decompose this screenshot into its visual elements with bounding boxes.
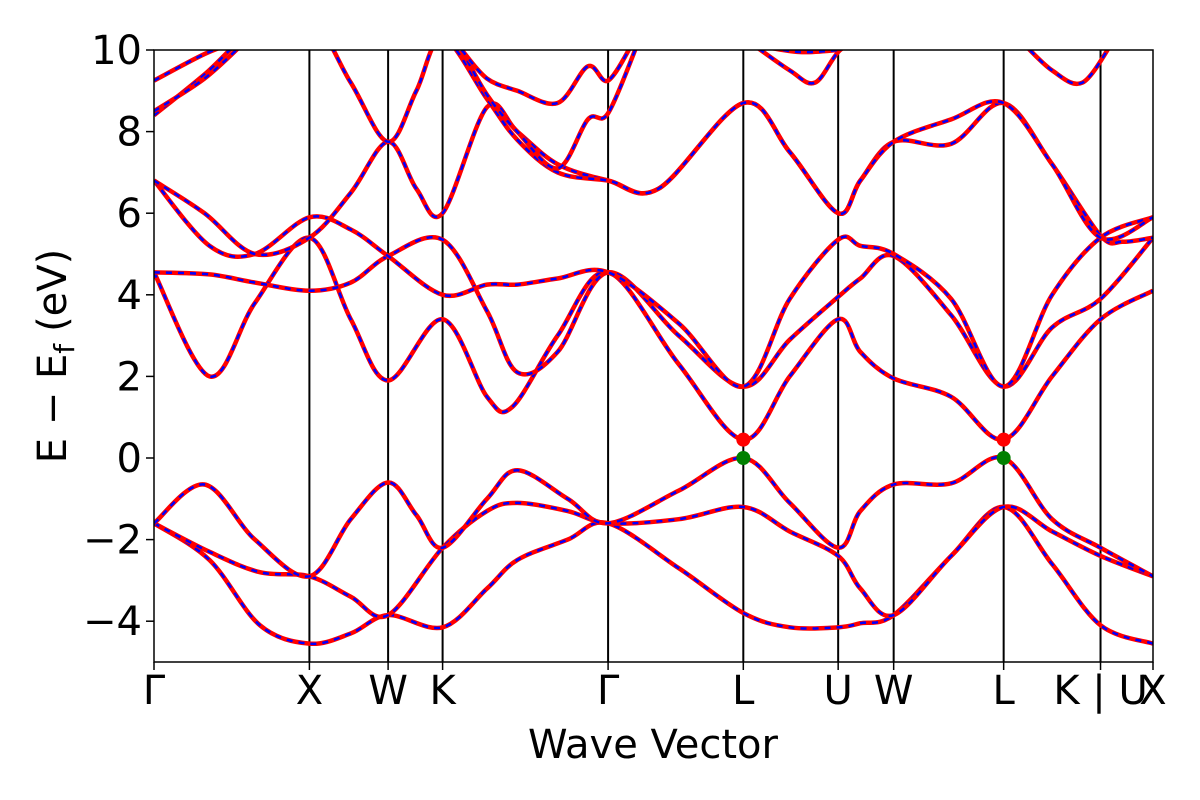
y-tick-label: −2 (83, 518, 142, 564)
x-tick-label: U (824, 668, 853, 714)
plot-frame (153, 49, 1154, 663)
x-tick-label: W (874, 668, 914, 714)
x-tick-label: X (1139, 668, 1166, 714)
y-axis-title-main: E − E (30, 354, 76, 464)
vbm-marker (996, 451, 1011, 465)
band-line-blue-dashed (154, 50, 1153, 241)
y-axis-title-subscript: f (48, 343, 81, 354)
band-line-blue-dashed (154, 50, 239, 113)
x-tick-label: K | U (1053, 668, 1147, 714)
band-line-blue-dashed (154, 501, 1153, 619)
band-line-blue-dashed (154, 236, 1153, 388)
band-line-red (756, 50, 844, 86)
x-tick-label: X (296, 668, 323, 714)
x-axis-title: Wave Vector (528, 722, 779, 768)
y-tick-label: 2 (117, 354, 142, 400)
x-tick-label: K (429, 668, 457, 714)
y-tick-label: 0 (117, 436, 142, 482)
band-line-blue-dashed (154, 179, 1153, 388)
band-line-blue-dashed (460, 50, 637, 170)
y-tick-label: −4 (83, 599, 142, 645)
y-axis-title-unit: (eV) (30, 249, 76, 332)
band-line-blue-dashed (1028, 50, 1109, 86)
x-tick-label: L (993, 668, 1016, 714)
band-line-red (1026, 50, 1111, 87)
band-line-blue-dashed (154, 455, 1153, 578)
vbm-marker (736, 451, 751, 465)
kpoint-lines (308, 50, 1102, 662)
x-tick-label: Γ (143, 668, 166, 714)
x-tick-label: L (732, 668, 755, 714)
cbm-marker (996, 432, 1011, 447)
y-tick-label: 6 (117, 191, 142, 237)
band-line-blue-dashed (775, 50, 839, 54)
band-line-blue-dashed (154, 50, 218, 82)
band-edge-markers (736, 432, 1011, 465)
y-tick-label: 4 (117, 273, 142, 319)
x-tick-label: W (368, 668, 408, 714)
y-tick-label: 8 (117, 110, 142, 156)
band-line-blue-dashed (758, 50, 843, 85)
band-line-blue-dashed (460, 50, 631, 106)
y-tick-label: 10 (91, 28, 142, 74)
y-axis-title: E − Ef (eV) (30, 249, 81, 464)
y-axis-ticks: 10 8 6 4 2 0 −2 −4 (83, 28, 154, 645)
cbm-marker (736, 432, 751, 447)
x-tick-label: Γ (597, 668, 620, 714)
